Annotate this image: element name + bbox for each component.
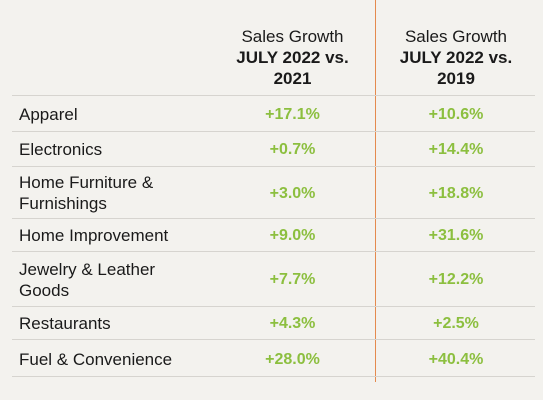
growth-vs-2021-value: +9.0% <box>269 227 316 244</box>
column-header-line1: Sales Growth <box>241 27 344 46</box>
column-header-line2: JULY 2022 vs. <box>236 48 349 67</box>
category-label: Electronics <box>19 140 103 159</box>
category-label: Home Furniture & Furnishings <box>19 173 154 213</box>
column-divider <box>375 0 376 382</box>
sales-growth-table: Sales Growth JULY 2022 vs. 2021 Sales Gr… <box>12 0 535 400</box>
growth-vs-2021-value: +7.7% <box>269 271 316 288</box>
column-header-line1: Sales Growth <box>404 27 508 46</box>
growth-vs-2021-value: +28.0% <box>265 350 320 368</box>
growth-vs-2021-value: +3.0% <box>269 184 316 202</box>
growth-vs-2019-value: +18.8% <box>428 184 484 202</box>
category-label: Jewelry & Leather Goods <box>19 259 156 300</box>
table-header: Sales Growth JULY 2022 vs. 2021 Sales Gr… <box>12 0 535 95</box>
growth-vs-2019-value: +40.4% <box>428 350 484 368</box>
table-row: Electronics +0.7% +14.4% <box>12 131 535 166</box>
table-body: Apparel +17.1% +10.6% Electronics +0.7% +14.4… <box>12 95 535 377</box>
column-header-2021: Sales Growth JULY 2022 vs. 2021 <box>205 26 380 89</box>
table-row: Fuel & Convenience +28.0% +40.4% <box>12 339 535 377</box>
growth-vs-2019-value: +14.4% <box>428 141 484 158</box>
growth-vs-2019-value: +10.6% <box>428 105 484 123</box>
column-header-line3: 2021 <box>273 69 312 88</box>
growth-vs-2021-value: +4.3% <box>269 315 316 332</box>
growth-vs-2019-value: +2.5% <box>433 315 479 332</box>
category-label: Home Improvement <box>19 226 169 245</box>
category-label: Apparel <box>19 104 78 124</box>
growth-vs-2019-value: +12.2% <box>428 271 484 288</box>
growth-vs-2021-value: +0.7% <box>269 141 316 158</box>
growth-vs-2019-value: +31.6% <box>428 227 484 244</box>
table-row: Home Furniture & Furnishings +3.0% +18.8% <box>12 166 535 218</box>
column-header-line3: 2019 <box>437 69 475 88</box>
growth-vs-2021-value: +17.1% <box>265 105 320 123</box>
table-row: Apparel +17.1% +10.6% <box>12 95 535 131</box>
column-header-2019: Sales Growth JULY 2022 vs. 2019 <box>375 26 537 89</box>
table-row: Jewelry & Leather Goods +7.7% +12.2% <box>12 251 535 306</box>
table-row: Restaurants +4.3% +2.5% <box>12 306 535 339</box>
category-label: Fuel & Convenience <box>19 349 173 369</box>
category-label: Restaurants <box>19 314 111 333</box>
table-row: Home Improvement +9.0% +31.6% <box>12 218 535 251</box>
column-header-line2: JULY 2022 vs. <box>399 48 513 67</box>
